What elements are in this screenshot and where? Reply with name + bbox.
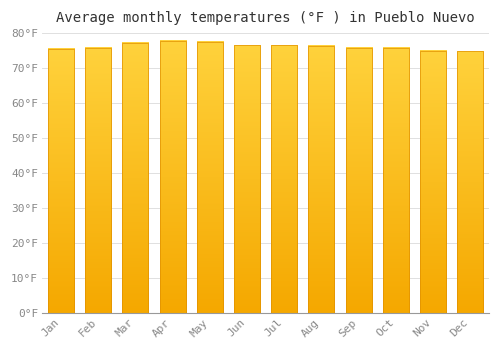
Bar xyxy=(383,48,409,313)
Bar xyxy=(160,41,186,313)
Title: Average monthly temperatures (°F ) in Pueblo Nuevo: Average monthly temperatures (°F ) in Pu… xyxy=(56,11,475,25)
Bar xyxy=(308,46,334,313)
Bar xyxy=(85,48,111,313)
Bar xyxy=(122,43,148,313)
Bar xyxy=(420,51,446,313)
Bar xyxy=(271,46,297,313)
Bar xyxy=(346,48,372,313)
Bar xyxy=(234,46,260,313)
Bar xyxy=(48,49,74,313)
Bar xyxy=(458,51,483,313)
Bar xyxy=(196,42,223,313)
